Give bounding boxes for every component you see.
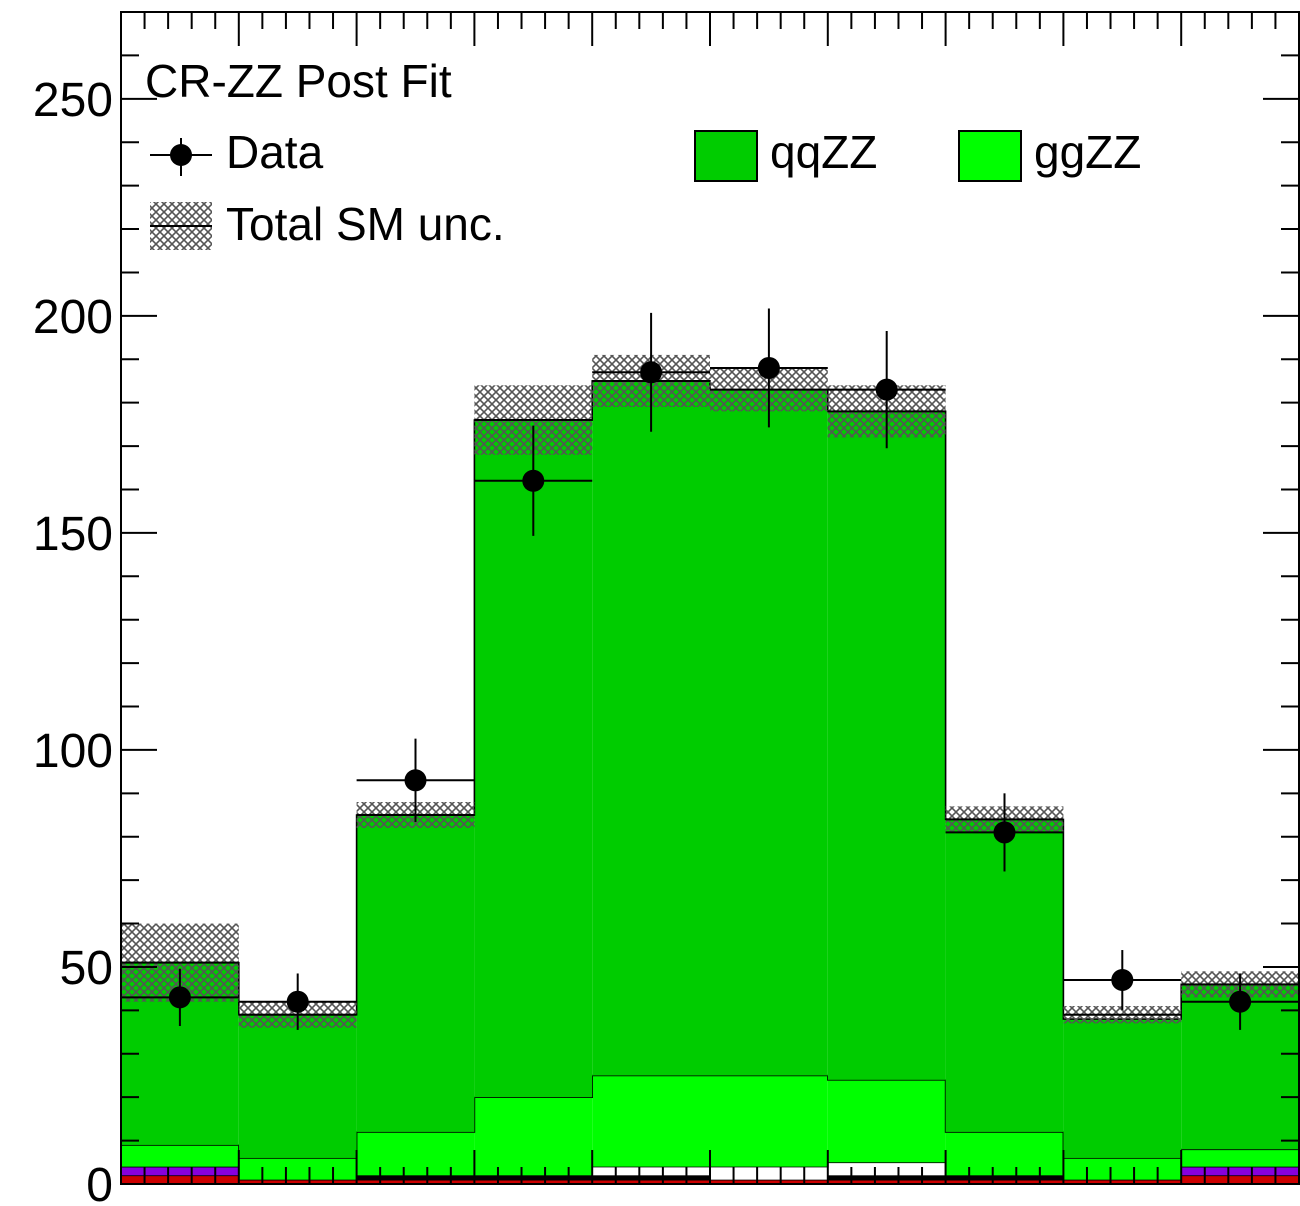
legend-label-total-sm-unc: Total SM unc. [226,198,505,250]
legend-label-ggzz: ggZZ [1034,126,1141,178]
bar-component-0-bin-5 [710,1179,828,1184]
data-point-bin-2 [404,769,427,792]
bar-ggzz-bin-9 [1181,1149,1299,1167]
legend-data-marker [170,144,192,166]
legend-label-data: Data [226,126,324,178]
data-point-bin-0 [168,986,191,1009]
data-point-bin-9 [1229,990,1252,1013]
bar-ggzz-bin-0 [121,1144,239,1167]
legend-item-data: Data [150,126,324,178]
bar-component-3-bin-5 [710,1166,828,1180]
legend-swatch-ggzz [958,130,1022,182]
data-points [121,308,1299,1030]
bar-ggzz-bin-8 [1063,1157,1182,1180]
bar-component-2-bin-2 [356,1175,475,1180]
bar-component-0-bin-1 [238,1179,357,1184]
bar-component-1-bin-0 [121,1166,239,1176]
bar-component-0-bin-2 [356,1179,475,1184]
bar-component-0-bin-9 [1181,1175,1299,1184]
legend-item-ggzz: ggZZ [958,126,1141,182]
bar-component-0-bin-4 [592,1179,710,1184]
bar-component-2-bin-6 [827,1175,946,1180]
bar-qqzz-bin-5 [710,389,828,1076]
data-point-bin-3 [522,469,545,492]
y-tick-label: 50 [60,942,113,995]
outline-component-3 [121,1161,1299,1181]
legend-swatch-qqzz [694,130,758,182]
bar-component-0-bin-0 [121,1175,239,1184]
bar-component-3-bin-4 [592,1166,710,1176]
data-point-bin-6 [875,378,898,401]
data-point-bin-7 [993,821,1016,844]
data-point-bin-4 [640,361,663,384]
y-tick-label: 200 [33,291,113,344]
bar-ggzz-bin-1 [238,1157,357,1180]
data-point-bin-8 [1111,968,1134,991]
y-axis: 0 50 100 150 200 250 [33,11,1300,1206]
bar-ggzz-bin-6 [827,1079,946,1163]
bar-component-3-bin-6 [827,1162,946,1176]
legend: Data Total SM unc. qqZZ ggZZ [150,126,1141,250]
bar-qqzz-bin-1 [238,1014,357,1158]
legend-item-qqzz: qqZZ [694,126,877,182]
bar-component-1-bin-9 [1181,1166,1299,1176]
bar-ggzz-bin-5 [710,1075,828,1167]
stack-layer [121,380,1299,1184]
data-point-bin-1 [286,990,309,1013]
y-tick-label: 0 [86,1159,113,1206]
bar-ggzz-bin-3 [474,1097,593,1176]
bar-component-0-bin-6 [827,1179,946,1184]
bar-qqzz-bin-4 [592,380,710,1076]
legend-label-qqzz: qqZZ [770,126,877,178]
y-tick-label: 250 [33,74,113,127]
bar-component-0-bin-8 [1063,1179,1182,1184]
bar-component-2-bin-3 [474,1175,593,1180]
bar-component-2-bin-7 [945,1175,1064,1180]
chart-title: CR-ZZ Post Fit [145,55,452,107]
y-tick-label: 100 [33,725,113,778]
bar-ggzz-bin-2 [356,1131,475,1176]
bar-qqzz-bin-2 [356,815,475,1132]
bar-component-2-bin-4 [592,1175,710,1180]
uncertainty-band [121,354,1299,1028]
bar-component-0-bin-3 [474,1179,593,1184]
bar-qqzz-bin-6 [827,411,946,1080]
bar-ggzz-bin-4 [592,1075,710,1167]
bar-ggzz-bin-7 [945,1131,1064,1176]
bar-component-0-bin-7 [945,1179,1064,1184]
data-point-bin-5 [757,356,780,379]
y-tick-label: 150 [33,508,113,561]
bar-qqzz-bin-8 [1063,1019,1182,1158]
legend-item-total-sm-unc: Total SM unc. [150,198,505,250]
